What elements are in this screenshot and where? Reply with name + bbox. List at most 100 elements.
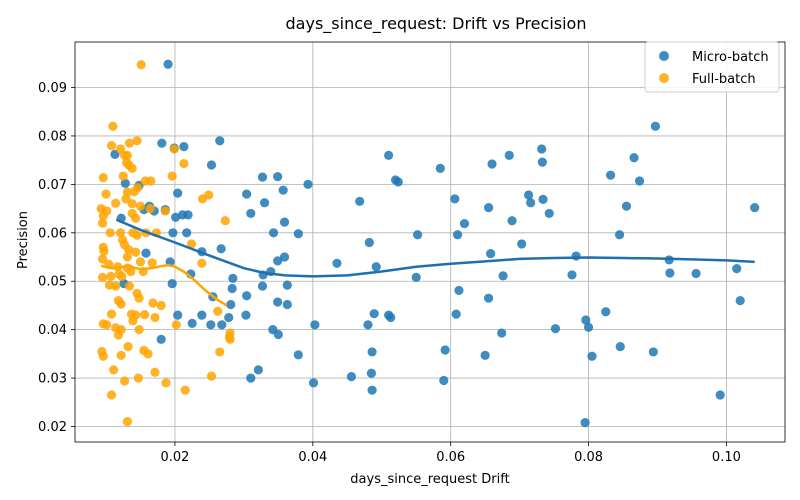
point-micro-batch [227,283,237,294]
point-micro-batch [459,218,470,229]
point-full-batch [126,266,136,277]
point-micro-batch [246,373,256,383]
point-micro-batch [157,138,167,148]
point-micro-batch [507,216,517,226]
point-micro-batch [120,178,130,189]
point-micro-batch [750,203,760,213]
point-full-batch [146,176,156,186]
point-full-batch [105,228,115,238]
point-micro-batch [216,244,226,254]
point-full-batch [204,190,214,200]
point-full-batch [197,258,207,268]
point-micro-batch [268,228,279,238]
x-tick-label: 0.10 [712,450,741,465]
point-micro-batch [629,153,639,163]
point-full-batch [106,390,117,400]
point-full-batch [98,211,108,221]
point-micro-batch [273,172,283,182]
point-micro-batch [621,201,632,211]
point-full-batch [160,206,170,216]
x-axis-label: days_since_request Drift [350,472,509,487]
point-full-batch [122,252,132,262]
point-micro-batch [246,208,256,219]
plot-frame [74,41,786,443]
point-micro-batch [587,351,597,361]
legend-label-micro-batch: Micro-batch [692,50,769,65]
point-full-batch [215,347,225,357]
y-axis-label: Precision [16,211,31,269]
point-micro-batch [384,150,394,160]
point-micro-batch [691,268,701,279]
point-full-batch [98,172,108,183]
point-full-batch [186,239,197,249]
point-micro-batch [257,172,268,182]
point-micro-batch [346,372,357,382]
point-micro-batch [581,315,591,325]
point-micro-batch [606,170,616,180]
point-micro-batch [206,320,216,330]
point-full-batch [148,298,158,308]
point-full-batch [116,350,126,360]
point-full-batch [116,325,126,335]
x-tick-label: 0.06 [436,450,465,465]
point-micro-batch [332,258,342,268]
y-tick-label: 0.02 [38,420,67,435]
point-micro-batch [282,299,292,310]
point-micro-batch [571,251,581,261]
chart-title: days_since_request: Drift vs Precision [286,14,587,34]
point-full-batch [102,320,112,330]
point-micro-batch [241,310,251,320]
point-micro-batch [163,59,173,69]
point-micro-batch [526,198,536,208]
point-full-batch [135,257,146,267]
point-micro-batch [242,189,252,199]
point-micro-batch [523,190,534,200]
x-tick-label: 0.02 [160,450,189,465]
point-micro-batch [411,272,421,282]
point-micro-batch [273,329,283,340]
point-micro-batch [483,293,494,303]
point-full-batch [111,198,121,208]
point-micro-batch [217,320,227,330]
point-micro-batch [228,273,238,283]
point-micro-batch [648,347,658,357]
point-micro-batch [386,312,396,323]
point-full-batch [97,272,108,282]
point-full-batch [98,351,108,361]
y-tick-label: 0.08 [38,129,67,144]
point-full-batch [150,312,160,323]
point-micro-batch [355,196,365,206]
point-full-batch [106,271,116,281]
point-micro-batch [537,157,547,167]
point-full-batch [97,254,108,264]
point-micro-batch [439,375,449,386]
point-micro-batch [650,121,661,131]
point-full-batch [179,158,189,169]
point-micro-batch [450,194,460,204]
point-full-batch [121,194,131,204]
point-micro-batch [226,299,236,310]
point-micro-batch [665,268,675,278]
y-tick-label: 0.09 [38,81,67,96]
point-micro-batch [366,368,377,378]
point-full-batch [122,417,132,427]
point-micro-batch [173,310,183,320]
point-full-batch [124,281,135,291]
point-micro-batch [293,229,303,239]
point-full-batch [131,247,141,257]
point-full-batch [122,150,132,160]
point-micro-batch [182,228,192,238]
grid-lines [75,42,785,442]
point-full-batch [156,300,166,311]
legend-marker-micro-batch [659,51,669,61]
point-micro-batch [393,177,403,187]
point-micro-batch [259,198,270,208]
point-micro-batch [273,297,283,307]
y-tick-label: 0.06 [38,226,67,241]
y-tick-label: 0.03 [38,372,67,387]
point-full-batch [118,171,128,181]
point-full-batch [109,365,119,375]
point-micro-batch [282,280,292,290]
point-micro-batch [371,262,381,272]
point-full-batch [117,271,127,281]
